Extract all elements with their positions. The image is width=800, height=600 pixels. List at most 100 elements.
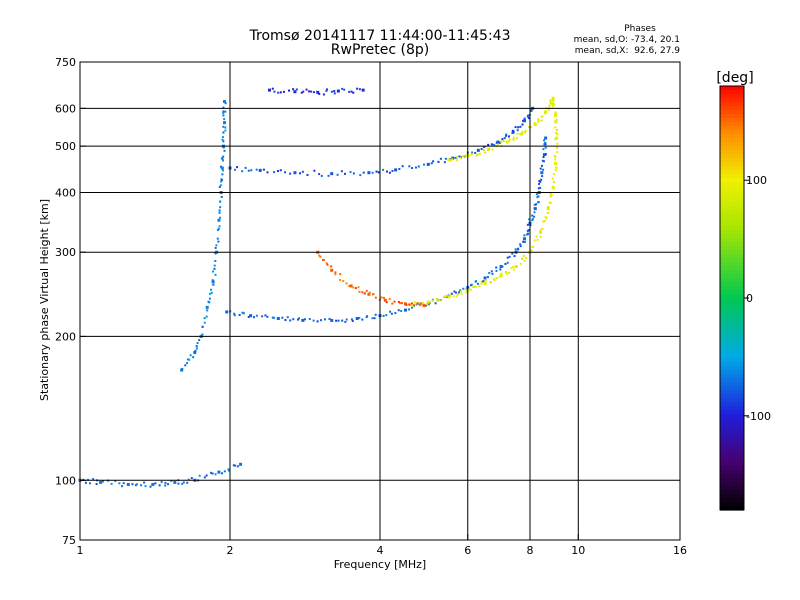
colorbar-band xyxy=(720,302,744,307)
colorbar-band xyxy=(720,314,744,319)
echo-dot xyxy=(255,314,258,317)
echo-dot xyxy=(503,137,506,140)
data-point xyxy=(151,482,155,486)
echo-dot xyxy=(223,470,226,473)
echo-dot xyxy=(547,206,550,209)
echo-dot xyxy=(312,319,315,322)
colorbar-band xyxy=(720,130,744,135)
echo-dot xyxy=(530,109,533,112)
echo-dot xyxy=(264,314,267,317)
colorbar-band xyxy=(720,134,744,139)
echo-dot xyxy=(537,201,540,204)
echo-dot xyxy=(385,170,388,173)
echo-dot xyxy=(495,277,498,280)
echo-dot xyxy=(540,178,543,181)
echo-dot xyxy=(213,267,216,270)
echo-dot xyxy=(523,234,526,237)
colorbar-band xyxy=(720,386,744,391)
data-point xyxy=(447,158,451,162)
data-point xyxy=(173,480,177,484)
colorbar-band xyxy=(720,454,744,459)
echo-dot xyxy=(334,271,337,274)
echo-dot xyxy=(506,261,509,264)
colorbar-band xyxy=(720,310,744,315)
echo-dot xyxy=(186,358,189,361)
echo-dot xyxy=(526,223,529,226)
data-point xyxy=(301,318,305,322)
echo-dot xyxy=(144,485,147,488)
echo-dot xyxy=(213,264,216,267)
echo-dot xyxy=(516,129,519,132)
echo-dot xyxy=(508,138,511,141)
colorbar-band xyxy=(720,470,744,475)
echo-dot xyxy=(531,217,534,220)
echo-dot xyxy=(222,155,225,158)
echo-dot xyxy=(320,319,323,322)
echo-dot xyxy=(487,143,490,146)
echo-dot xyxy=(189,354,192,357)
y-tick-label: 75 xyxy=(62,534,76,547)
echo-dot xyxy=(524,129,527,132)
echo-dot xyxy=(363,292,366,295)
data-point xyxy=(217,470,221,474)
echo-dot xyxy=(505,134,508,137)
echo-dot xyxy=(352,172,355,175)
data-point xyxy=(540,171,544,175)
x-tick-label: 16 xyxy=(673,544,687,557)
x-tick-label: 2 xyxy=(227,544,234,557)
colorbar-band xyxy=(720,394,744,399)
echo-dot xyxy=(205,315,208,318)
echo-dot xyxy=(292,88,295,91)
echo-dot xyxy=(436,297,439,300)
colorbar-band xyxy=(720,242,744,247)
echo-dot xyxy=(224,102,227,105)
echo-dot xyxy=(380,296,383,299)
echo-dot xyxy=(218,211,221,214)
echo-dot xyxy=(357,286,360,289)
echo-dot xyxy=(488,272,491,275)
echo-dot xyxy=(524,131,527,134)
colorbar-band xyxy=(720,290,744,295)
echo-dot xyxy=(522,240,525,243)
echo-dot xyxy=(214,473,217,476)
echo-dot xyxy=(398,168,401,171)
echo-dot xyxy=(361,291,364,294)
echo-dot xyxy=(471,151,474,154)
echo-dot xyxy=(397,300,400,303)
colorbar-band xyxy=(720,94,744,99)
colorbar-band xyxy=(720,390,744,395)
echo-dot xyxy=(542,160,545,163)
echo-dot xyxy=(542,220,545,223)
colorbar-band xyxy=(720,150,744,155)
echo-dot xyxy=(514,248,517,251)
echo-dot xyxy=(223,149,226,152)
echo-dot xyxy=(493,143,496,146)
echo-dot xyxy=(515,137,518,140)
echo-dot xyxy=(537,195,540,198)
echo-dot xyxy=(519,262,522,265)
echo-dot xyxy=(533,215,536,218)
echo-dot xyxy=(526,232,529,235)
echo-dot xyxy=(342,279,345,282)
echo-dot xyxy=(539,167,542,170)
echo-dot xyxy=(358,316,361,319)
echo-dot xyxy=(508,255,511,258)
data-point xyxy=(249,314,253,318)
echo-dot xyxy=(297,318,300,321)
echo-dot xyxy=(421,301,424,304)
echo-dot xyxy=(186,481,189,484)
data-point xyxy=(483,282,487,286)
echo-dot xyxy=(542,148,545,151)
echo-dot xyxy=(552,103,555,106)
echo-dot xyxy=(498,275,501,278)
echo-dot xyxy=(553,103,556,106)
echo-dot xyxy=(345,282,348,285)
data-point xyxy=(336,89,340,93)
echo-dot xyxy=(319,255,322,258)
echo-dot xyxy=(371,317,374,320)
echo-dot xyxy=(187,478,190,481)
echo-dot xyxy=(234,464,237,467)
echo-dot xyxy=(170,479,173,482)
echo-dot xyxy=(382,296,385,299)
